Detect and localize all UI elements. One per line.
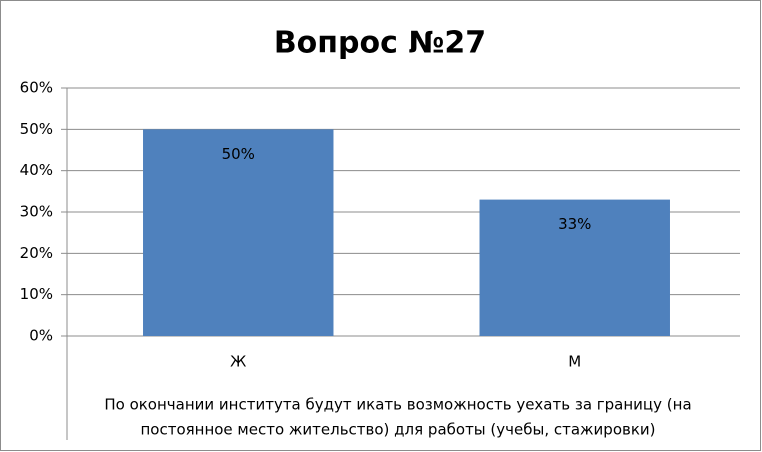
y-tick-label: 30% [20, 203, 53, 221]
y-tick-label: 20% [20, 244, 53, 262]
y-tick-label: 50% [20, 120, 53, 138]
bar [479, 199, 670, 336]
y-tick-label: 10% [20, 285, 53, 303]
data-label: 33% [558, 215, 591, 233]
y-tick-label: 60% [20, 79, 53, 97]
bar [143, 129, 334, 336]
data-label: 50% [222, 145, 255, 163]
x-tick-label: Ж [230, 353, 246, 371]
x-axis-title: постоянное место жительство) для работы … [140, 421, 655, 439]
x-axis-title: По окончании института будут икать возмо… [104, 396, 691, 414]
x-tick-label: М [568, 353, 581, 371]
chart-title: Вопрос №27 [274, 26, 486, 61]
y-tick-label: 0% [29, 327, 53, 345]
y-tick-label: 40% [20, 161, 53, 179]
